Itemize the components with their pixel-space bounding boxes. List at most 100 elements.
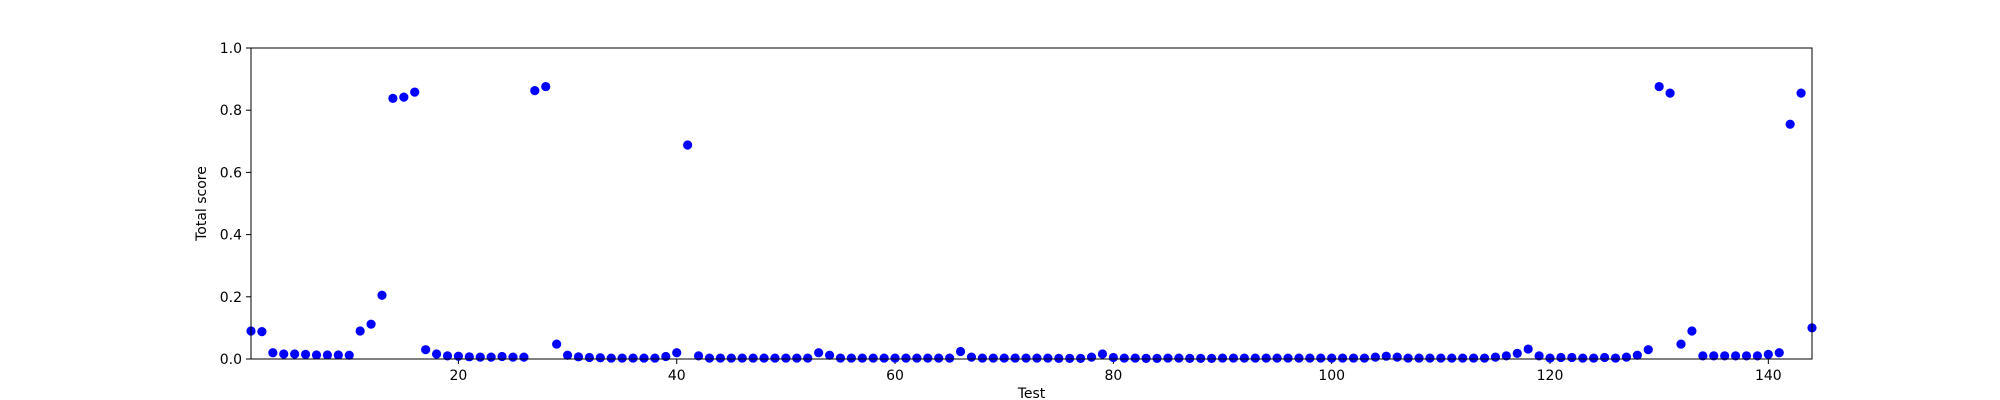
data-point	[300, 349, 311, 359]
data-point	[650, 353, 660, 363]
plot-area-frame	[250, 47, 1813, 360]
data-point	[1359, 353, 1370, 363]
data-point	[475, 352, 485, 362]
data-point	[672, 348, 682, 358]
x-tick-label: 120	[1537, 368, 1564, 384]
data-point	[1196, 353, 1206, 363]
data-point	[1239, 353, 1249, 363]
data-point	[912, 353, 922, 363]
data-point	[1720, 351, 1730, 361]
data-point	[945, 353, 955, 363]
data-point	[868, 353, 878, 363]
y-tick-label: 1.0	[220, 41, 242, 57]
data-point	[1152, 353, 1162, 363]
data-point	[1589, 353, 1599, 363]
data-point	[1545, 353, 1555, 363]
data-point	[977, 353, 987, 363]
data-point	[1730, 351, 1741, 361]
data-point	[1774, 348, 1784, 358]
ticks-layer: 20 40 60 80 100 120 140 0.0 0.2 0.4 0.6 0.8 1.0	[220, 41, 1782, 384]
data-point	[1490, 352, 1501, 362]
data-point	[1174, 353, 1184, 363]
data-point	[1338, 353, 1348, 363]
data-point	[1370, 352, 1380, 362]
data-point	[661, 351, 671, 362]
data-point	[1643, 345, 1653, 355]
data-point	[814, 348, 824, 358]
data-point	[1054, 353, 1064, 363]
data-point	[890, 353, 900, 363]
data-point	[1567, 352, 1577, 363]
data-point	[442, 351, 453, 361]
data-point	[1097, 349, 1108, 359]
data-point	[1327, 353, 1337, 363]
data-point	[1108, 352, 1118, 363]
x-tick-label: 40	[668, 368, 686, 384]
data-point	[1119, 353, 1129, 363]
y-axis-label: Total score	[194, 166, 210, 242]
data-point	[1065, 353, 1075, 363]
data-point	[966, 352, 977, 362]
data-point	[770, 353, 780, 363]
data-point	[1403, 353, 1413, 363]
data-point	[1785, 119, 1795, 129]
data-point	[901, 353, 911, 363]
data-point	[1436, 353, 1446, 363]
data-point	[1185, 353, 1195, 363]
data-point	[693, 351, 704, 361]
data-point	[1556, 352, 1566, 363]
data-point	[1523, 344, 1533, 354]
data-point	[1665, 88, 1675, 98]
data-point	[279, 349, 289, 359]
data-point	[1458, 353, 1468, 363]
data-point	[835, 353, 846, 363]
data-point	[431, 349, 442, 359]
data-point	[606, 353, 616, 363]
data-point	[683, 140, 693, 150]
data-point	[1414, 353, 1424, 363]
data-point	[410, 87, 420, 97]
data-point	[923, 353, 933, 363]
data-point	[1676, 339, 1686, 349]
data-point	[333, 350, 343, 360]
data-point	[1217, 353, 1228, 363]
data-point	[1272, 353, 1282, 363]
data-point	[639, 353, 649, 363]
data-point	[1294, 353, 1304, 363]
data-point	[1796, 88, 1806, 98]
data-point	[530, 86, 540, 96]
data-point	[737, 353, 747, 363]
data-point	[552, 339, 562, 349]
data-point	[486, 352, 496, 362]
data-point	[1578, 353, 1588, 363]
y-tick-label: 0.6	[220, 165, 242, 181]
data-point	[1469, 353, 1479, 363]
data-point	[1130, 353, 1140, 363]
data-point	[311, 350, 322, 360]
data-point	[322, 350, 333, 360]
data-point	[1599, 352, 1610, 363]
data-point	[1741, 351, 1752, 361]
data-point	[1534, 351, 1544, 361]
data-point	[1392, 352, 1402, 362]
data-point	[1076, 353, 1086, 363]
points-layer	[246, 81, 1817, 363]
data-point	[1763, 349, 1773, 359]
y-tick-label: 0.0	[220, 352, 242, 368]
data-point	[366, 319, 376, 329]
data-point	[257, 327, 267, 337]
data-point	[955, 346, 966, 357]
data-point	[1698, 351, 1708, 361]
x-tick-label: 60	[886, 368, 904, 384]
data-point	[704, 353, 715, 363]
data-point	[726, 353, 736, 363]
data-point	[1709, 351, 1719, 361]
data-point	[562, 350, 573, 360]
data-point	[388, 93, 398, 103]
data-point	[857, 353, 867, 363]
data-point	[879, 353, 889, 363]
data-point	[268, 348, 278, 358]
data-point	[1447, 353, 1457, 363]
y-tick-label: 0.4	[220, 228, 242, 244]
data-point	[584, 352, 594, 363]
